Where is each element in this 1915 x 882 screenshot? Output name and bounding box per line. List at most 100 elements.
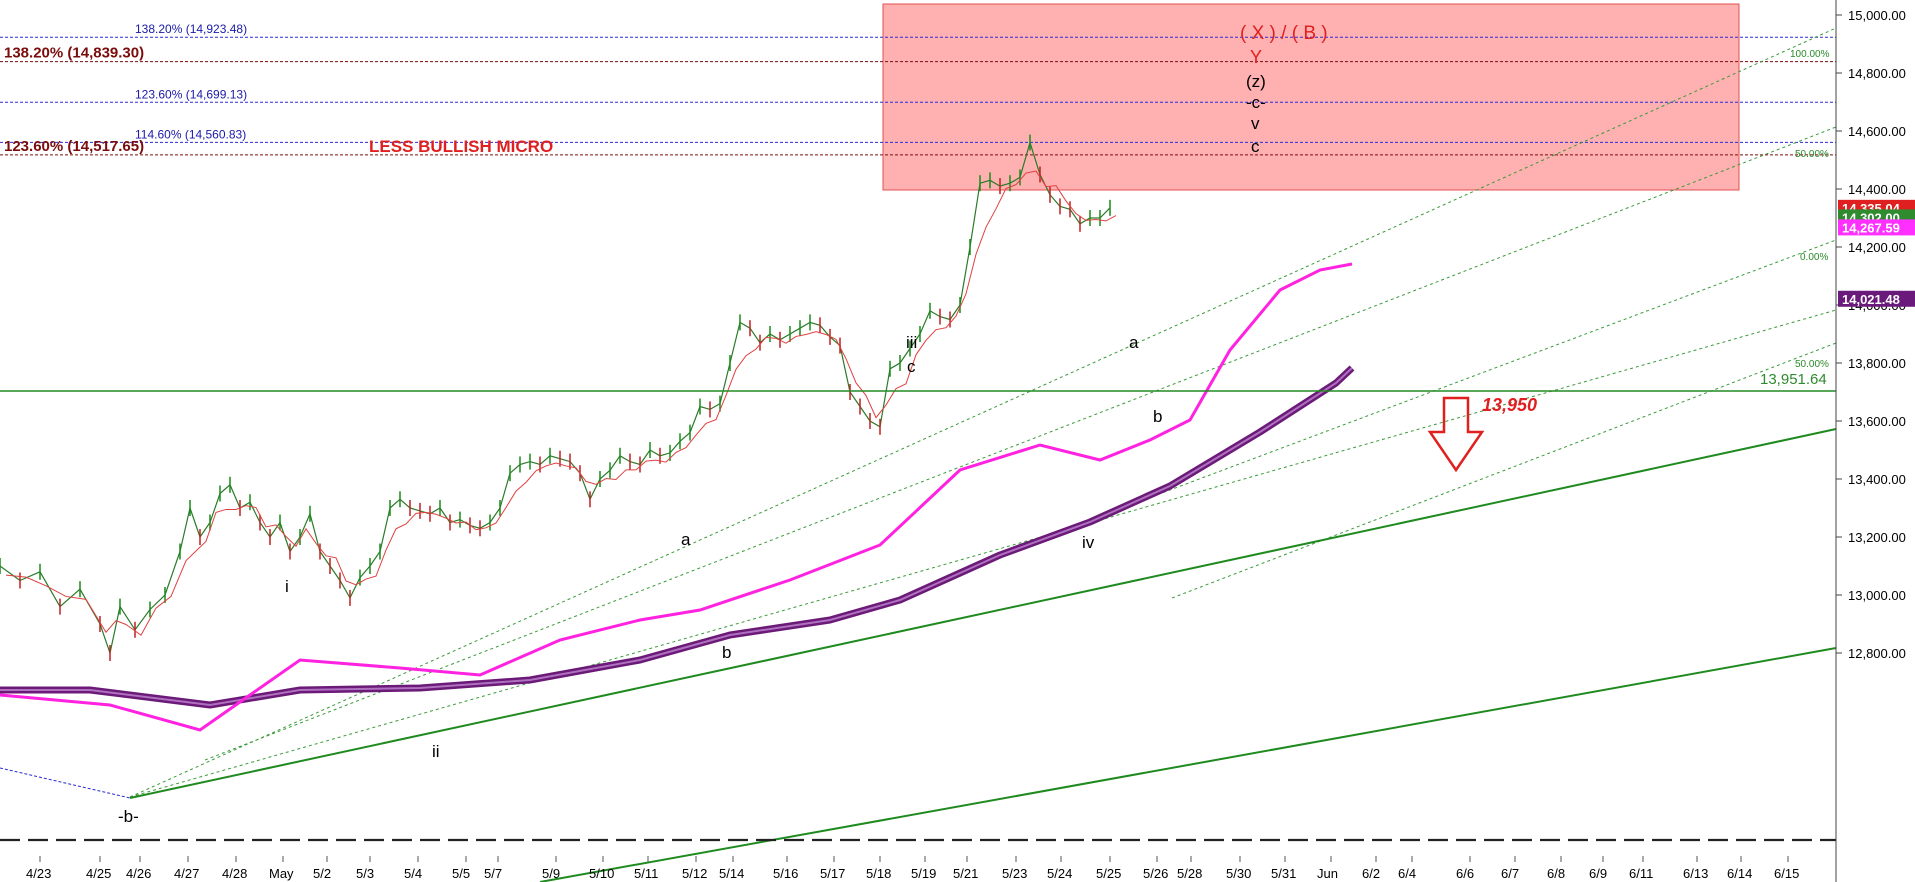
price-series bbox=[0, 134, 1117, 661]
x-tick-label: 5/14 bbox=[719, 866, 744, 881]
wave-label-iii: iii bbox=[906, 333, 917, 352]
x-tick-label: 6/13 bbox=[1683, 866, 1708, 881]
x-tick-label: Jun bbox=[1317, 866, 1338, 881]
wave-label-b-bottom: -b- bbox=[118, 807, 139, 826]
x-tick-label: 5/9 bbox=[542, 866, 560, 881]
wave-label-a-left: a bbox=[681, 530, 691, 549]
x-tick-label: 6/14 bbox=[1727, 866, 1752, 881]
fib-label: 114.60% (14,560.83) bbox=[135, 127, 246, 141]
x-tick-label: 5/25 bbox=[1096, 866, 1121, 881]
x-tick-label: 5/26 bbox=[1143, 866, 1168, 881]
x-tick-label: 5/24 bbox=[1047, 866, 1072, 881]
price-line bbox=[0, 140, 1111, 656]
x-tick-label: 5/12 bbox=[682, 866, 707, 881]
wave-label-ii: ii bbox=[432, 742, 440, 761]
wave-label-iv: iv bbox=[1082, 533, 1095, 552]
channel-pct-label: 0.00% bbox=[1800, 252, 1828, 263]
fib-label: 138.20% (14,923.48) bbox=[135, 22, 247, 36]
x-tick-label: 6/15 bbox=[1774, 866, 1799, 881]
wave-label-y: Y bbox=[1250, 47, 1262, 67]
price-tag-box bbox=[1838, 290, 1915, 307]
wave-label-c-dash: -c- bbox=[1246, 93, 1266, 112]
wave-label-i: i bbox=[285, 577, 289, 596]
wave-label-xb: ( X ) / ( B ) bbox=[1240, 23, 1328, 44]
x-tick-label: 5/19 bbox=[911, 866, 936, 881]
channel-line bbox=[1171, 342, 1837, 599]
x-tick-label: 5/4 bbox=[404, 866, 422, 881]
down-arrow-icon bbox=[1427, 396, 1485, 473]
x-tick-label: 4/27 bbox=[174, 866, 199, 881]
y-axis: 12,800.00 13,000.00 13,200.00 13,400.00 13,6… bbox=[1836, 8, 1906, 661]
trend-line-lower bbox=[539, 647, 1837, 882]
support-line-label: 13,951.64 bbox=[1760, 371, 1827, 388]
x-tick-label: 5/30 bbox=[1226, 866, 1251, 881]
y-tick-label: 14,400.00 bbox=[1848, 182, 1906, 197]
blue-dotted-line bbox=[0, 767, 131, 799]
y-tick-label: 13,200.00 bbox=[1848, 530, 1906, 545]
price-tag-box bbox=[1838, 219, 1915, 236]
x-tick-label: 5/5 bbox=[452, 866, 470, 881]
price-smooth-red bbox=[5, 170, 1117, 636]
x-tick-label: 6/8 bbox=[1547, 866, 1565, 881]
wave-label-c-mid: c bbox=[907, 357, 916, 376]
x-tick-label: 5/31 bbox=[1271, 866, 1296, 881]
y-tick-label: 13,400.00 bbox=[1848, 472, 1906, 487]
wave-label-z: (z) bbox=[1246, 72, 1266, 91]
x-tick-label: 5/16 bbox=[773, 866, 798, 881]
channel-pct-label: 50.00% bbox=[1795, 149, 1829, 160]
y-tick-label: 15,000.00 bbox=[1848, 8, 1906, 23]
ma-magenta bbox=[0, 262, 1353, 732]
y-tick-label: 14,800.00 bbox=[1848, 66, 1906, 81]
x-tick-label: 6/4 bbox=[1398, 866, 1416, 881]
x-tick-label: 5/28 bbox=[1177, 866, 1202, 881]
x-tick-label: 6/11 bbox=[1629, 866, 1653, 881]
fib-label: 123.60% (14,699.13) bbox=[135, 87, 247, 101]
wave-label-b-left: b bbox=[722, 643, 731, 662]
y-tick-label: 13,800.00 bbox=[1848, 356, 1906, 371]
y-tick-label: 14,200.00 bbox=[1848, 240, 1906, 255]
x-tick-label: 5/11 bbox=[634, 866, 658, 881]
x-tick-label: 4/28 bbox=[222, 866, 247, 881]
fib-levels: 138.20% (14,923.48) 138.20% (14,839.30) 12… bbox=[0, 22, 1836, 156]
x-tick-label: 6/9 bbox=[1589, 866, 1607, 881]
x-tick-label: 5/18 bbox=[866, 866, 891, 881]
moving-averages bbox=[0, 262, 1355, 732]
x-tick-label: 4/25 bbox=[86, 866, 111, 881]
wave-label-a-right: a bbox=[1129, 333, 1139, 352]
wave-label-c-top: c bbox=[1251, 137, 1260, 156]
ma-purple-outer bbox=[0, 365, 1355, 709]
price-tag-label: 14,021.48 bbox=[1842, 292, 1900, 307]
x-tick-label: 5/23 bbox=[1002, 866, 1027, 881]
x-axis: 4/23 4/25 4/26 4/27 4/28 May 5/2 5/3 5/4 5/5 5/7 5/… bbox=[26, 856, 1799, 881]
price-tag-label: 14,267.59 bbox=[1842, 220, 1900, 235]
y-tick-label: 13,000.00 bbox=[1848, 588, 1906, 603]
x-tick-label: 5/10 bbox=[589, 866, 614, 881]
x-tick-label: 5/7 bbox=[484, 866, 502, 881]
fib-label: 123.60% (14,517.65) bbox=[4, 138, 144, 155]
wave-label-b-right: b bbox=[1153, 407, 1162, 426]
channel-pct-label: 50.00% bbox=[1795, 359, 1829, 370]
channel-pct-label: 100.00% bbox=[1790, 49, 1830, 60]
x-tick-label: May bbox=[269, 866, 294, 881]
y-tick-label: 13,600.00 bbox=[1848, 414, 1906, 429]
x-tick-label: 5/21 bbox=[953, 866, 978, 881]
x-tick-label: 5/2 bbox=[313, 866, 331, 881]
wave-label-v: v bbox=[1251, 114, 1260, 133]
less-bullish-label: LESS BULLISH MICRO bbox=[369, 137, 553, 156]
trend-line-upper bbox=[129, 428, 1837, 799]
x-tick-label: 6/2 bbox=[1362, 866, 1380, 881]
channel-line bbox=[204, 126, 1837, 761]
y-tick-label: 12,800.00 bbox=[1848, 646, 1906, 661]
x-tick-label: 5/3 bbox=[356, 866, 374, 881]
x-tick-label: 4/23 bbox=[26, 866, 51, 881]
x-tick-label: 6/6 bbox=[1456, 866, 1474, 881]
channel-line bbox=[129, 309, 1837, 798]
fib-label: 138.20% (14,839.30) bbox=[4, 45, 144, 62]
channel-line bbox=[1089, 239, 1837, 521]
y-tick-label: 14,600.00 bbox=[1848, 124, 1906, 139]
x-tick-label: 4/26 bbox=[126, 866, 151, 881]
target-label: 13,950 bbox=[1482, 395, 1537, 415]
